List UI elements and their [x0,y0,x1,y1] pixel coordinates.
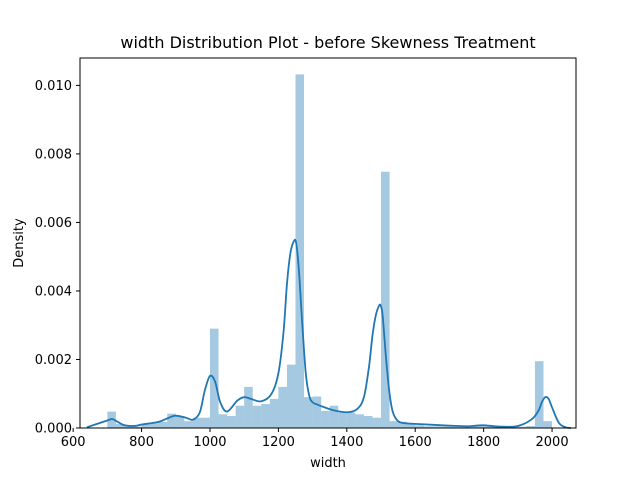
histogram-bar-6 [158,421,168,428]
histogram-bar-19 [269,398,279,428]
x-tick-label: 1200 [262,435,295,450]
kde-line [86,238,571,429]
histogram-bar-24 [312,396,322,428]
histogram-bar-41 [457,426,467,428]
x-tick-label: 2000 [536,435,569,450]
histogram-bar-26 [329,405,339,428]
y-axis-label: Density [12,218,27,268]
histogram-bar-8 [175,416,185,428]
histogram-bar-31 [372,417,382,428]
histogram-bar-1 [115,423,125,428]
histogram-bar-23 [304,397,313,428]
histogram-bar-15 [235,405,245,428]
x-tick-label: 1800 [467,435,500,450]
y-tick-label: 0.002 [35,353,72,368]
histogram-bar-25 [321,410,330,428]
y-tick-label: 0.004 [35,284,72,299]
histogram-bar-34 [398,421,407,428]
histogram-bar-3 [133,426,142,428]
kde-curve-group [86,238,571,429]
histogram-bar-13 [218,414,228,428]
histogram-bar-32 [381,171,390,429]
x-tick-label: 1600 [399,435,432,450]
histogram-bar-49 [526,425,535,428]
histogram-bar-4 [141,424,151,428]
histogram-bar-17 [252,405,262,428]
x-axis-label: width [310,456,346,471]
y-tick-label: 0.008 [35,147,72,162]
histogram-bar-35 [406,423,416,428]
y-tick-label: 0.000 [35,422,72,437]
histogram-bar-44 [483,425,493,428]
histogram-bars [107,74,553,429]
histogram-bar-21 [286,364,296,428]
y-tick-label: 0.010 [35,79,72,94]
histogram-bar-40 [449,426,458,428]
histogram-bar-33 [389,421,399,428]
y-axis-ticks: 0.000 0.002 0.004 0.006 0.008 0.010 [35,79,80,437]
histogram-bar-48 [517,426,527,428]
histogram-bar-18 [261,404,270,428]
histogram-bar-38 [432,426,441,428]
histogram-bar-45 [492,426,501,428]
histogram-bar-9 [184,421,193,428]
histogram-bar-16 [244,386,253,428]
histogram-bar-51 [543,421,553,428]
histogram-bar-39 [440,426,450,428]
chart-title: width Distribution Plot - before Skewnes… [120,33,535,52]
histogram-bar-20 [278,386,287,428]
histogram-bar-11 [201,417,210,428]
histogram-bar-28 [346,412,356,428]
histogram-bar-36 [415,425,424,428]
histogram-bar-14 [227,416,236,428]
histogram-bar-7 [167,413,176,428]
histogram-bar-30 [363,416,373,428]
histogram-bar-22 [295,74,305,428]
x-axis-ticks: 600 800 1000 1200 1400 1600 1800 2000 [61,428,569,450]
histogram-bar-5 [150,423,159,428]
x-tick-label: 600 [61,435,86,450]
plot-frame [79,57,577,429]
x-tick-label: 800 [129,435,154,450]
histogram-bar-43 [475,424,484,428]
histogram-bar-37 [423,426,433,428]
histogram-bar-50 [534,361,544,428]
y-tick-label: 0.006 [35,216,72,231]
histogram-bar-29 [355,414,364,428]
histogram-bar-27 [338,412,347,428]
x-tick-label: 1000 [193,435,226,450]
histogram-bar-2 [124,426,134,428]
histogram-bar-10 [192,417,202,428]
x-tick-label: 1400 [330,435,363,450]
